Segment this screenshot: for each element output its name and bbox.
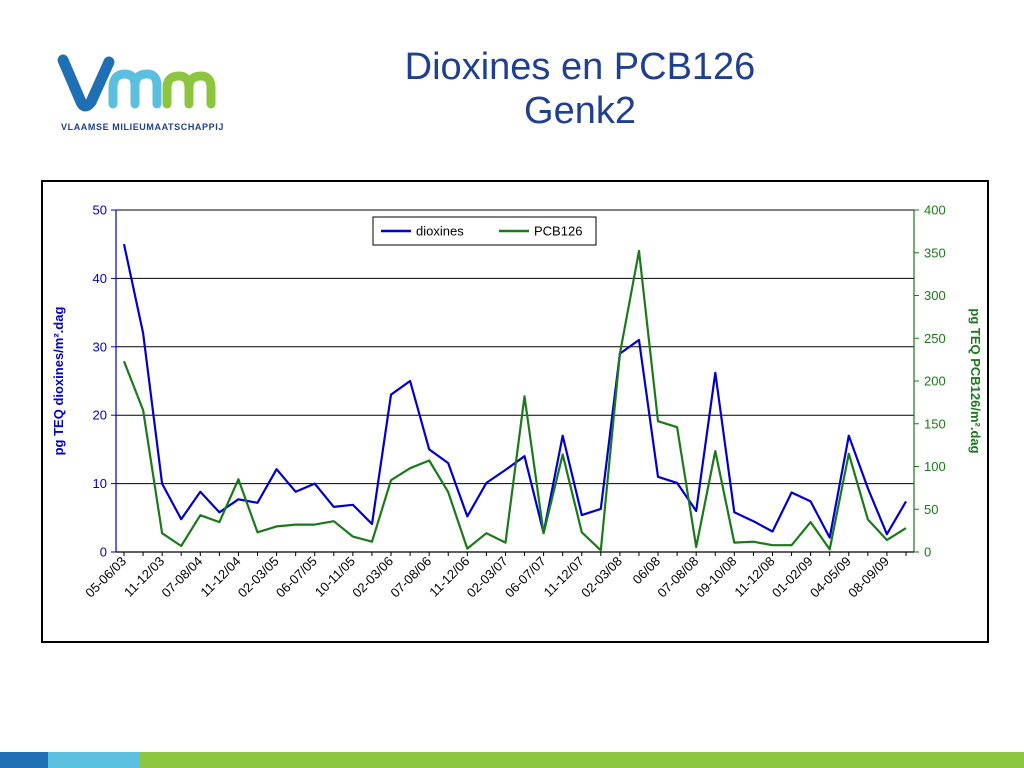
logo-m2-shape [162,71,216,109]
logo-m1-shape [108,69,162,109]
footer-segment-dark-blue [0,752,48,768]
right-axis-tick-label: 150 [924,416,946,431]
x-axis-tick-label: 01-02/09 [769,554,816,601]
slide-title-line2: Genk2 [524,90,636,132]
right-axis-title: pg TEQ PCB126/m².dag [968,308,983,453]
legend-label-pcb126: PCB126 [534,224,582,239]
x-axis-tick-label: 07-08/08 [654,554,701,601]
right-axis-tick-label: 250 [924,331,946,346]
series-line-pcb126 [122,249,907,552]
footer-segment-light-blue [48,752,140,768]
footer-bar [0,752,1024,768]
chart-frame: 0 10 20 30 40 50 0 50 100 150 200 250 300 350 400 05-06… [41,180,989,643]
legend-label-dioxines: dioxines [416,224,464,239]
left-axis-tick-label: 20 [93,408,107,423]
left-axis-tick-label: 30 [93,339,107,354]
x-axis-tick-label: 07-08/04 [159,554,206,601]
logo-tagline: VLAAMSE MILIEUMAATSCHAPPIJ [61,122,224,132]
slide-title-line1: Dioxines en PCB126 [404,46,756,88]
footer-segment-green [140,752,1024,768]
left-axis-tick-label: 40 [93,271,107,286]
x-axis-tick-label: 06-07/05 [273,554,320,601]
right-axis-tick-label: 300 [924,288,946,303]
x-axis-tick-label: 08-09/09 [845,554,892,601]
x-axis-tick-label: 02-03/06 [349,554,396,601]
series-line-dioxines [122,243,907,539]
left-axis-title: pg TEQ dioxines/m².dag [51,307,66,456]
x-axis-tick-label: 02-03/08 [578,554,625,601]
x-axis-tick-label: 02-03/07 [464,554,511,601]
x-axis-tick-label: 04-05/09 [807,554,854,601]
left-axis-tick-label: 0 [100,545,107,560]
right-axis-tick-label: 350 [924,245,946,260]
x-axis-tick-label: 02-03/05 [235,554,282,601]
right-axis-tick-label: 0 [924,545,931,560]
x-axis-tick-label: 09-10/08 [693,554,740,601]
x-axis-tick-label: 05-06/03 [82,554,129,601]
vmm-logo: VLAAMSE MILIEUMAATSCHAPPIJ [57,54,224,132]
left-axis-tick-label: 50 [93,203,107,218]
chart: 0 10 20 30 40 50 0 50 100 150 200 250 300 350 400 05-06… [51,203,983,601]
right-axis-tick-label: 200 [924,374,946,389]
right-axis-tick-label: 50 [924,502,938,517]
left-axis-tick-label: 10 [93,476,107,491]
logo-v-shape [57,54,115,112]
right-axis-tick-label: 100 [924,459,946,474]
right-axis-tick-label: 400 [924,203,946,218]
x-axis-tick-label: 06/08 [630,554,664,588]
x-axis-tick-label: 06-07/07 [502,554,549,601]
x-axis-tick-label: 07-08/06 [387,554,434,601]
slide-title: Dioxines en PCB126 Genk2 [330,45,830,133]
